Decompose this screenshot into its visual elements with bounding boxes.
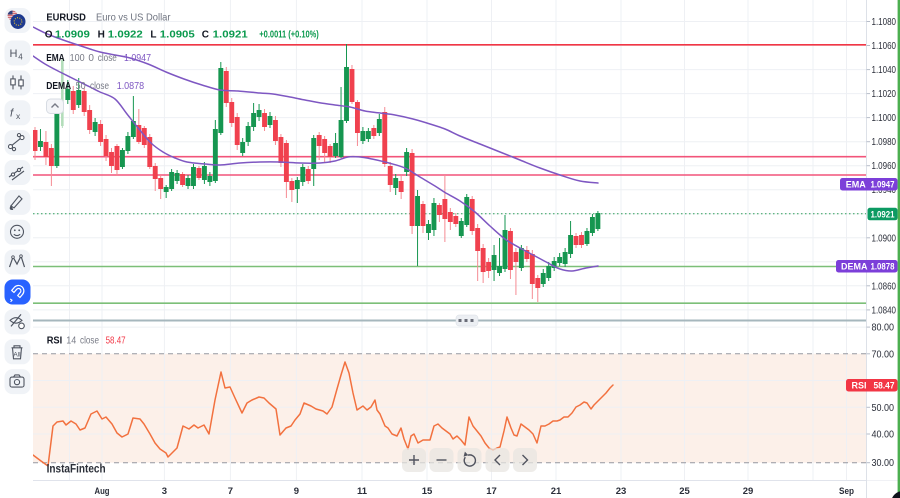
svg-text:DEMA: DEMA bbox=[841, 262, 868, 272]
svg-text:1.0921: 1.0921 bbox=[871, 209, 895, 219]
svg-text:+0.0011 (+0.10%): +0.0011 (+0.10%) bbox=[259, 30, 319, 41]
svg-text:L: L bbox=[150, 30, 156, 41]
svg-text:RSI: RSI bbox=[852, 381, 867, 391]
svg-text:1.0947: 1.0947 bbox=[871, 180, 895, 190]
svg-text:1.0909: 1.0909 bbox=[55, 30, 90, 41]
svg-text:1.0980: 1.0980 bbox=[872, 137, 897, 148]
svg-text:H: H bbox=[98, 30, 105, 41]
svg-text:1.0905: 1.0905 bbox=[160, 30, 195, 41]
svg-text:1.1040: 1.1040 bbox=[872, 65, 897, 76]
svg-text:7: 7 bbox=[228, 486, 233, 497]
svg-text:29: 29 bbox=[743, 486, 754, 497]
svg-text:1.0878: 1.0878 bbox=[117, 80, 145, 92]
svg-text:1.1020: 1.1020 bbox=[872, 89, 897, 100]
svg-text:Euro vs US Dollar: Euro vs US Dollar bbox=[96, 12, 171, 24]
svg-text:1.0947: 1.0947 bbox=[124, 52, 151, 64]
svg-text:0: 0 bbox=[88, 53, 94, 64]
svg-text:All: All bbox=[13, 351, 21, 358]
svg-text:1.0900: 1.0900 bbox=[872, 233, 897, 244]
svg-text:1.0840: 1.0840 bbox=[872, 305, 897, 316]
svg-text:close: close bbox=[90, 81, 109, 92]
svg-text:17: 17 bbox=[486, 486, 497, 497]
svg-text:1.1080: 1.1080 bbox=[872, 17, 897, 28]
svg-text:1.0860: 1.0860 bbox=[872, 281, 897, 292]
svg-text:1.1060: 1.1060 bbox=[872, 41, 897, 52]
svg-text:1.0940: 1.0940 bbox=[872, 185, 897, 196]
svg-text:O: O bbox=[45, 30, 53, 41]
svg-text:40.00: 40.00 bbox=[872, 430, 895, 441]
svg-text:58.47: 58.47 bbox=[874, 381, 895, 391]
svg-text:21: 21 bbox=[551, 486, 562, 497]
svg-text:InstaFintech: InstaFintech bbox=[47, 462, 106, 476]
svg-text:Aug: Aug bbox=[95, 486, 110, 497]
svg-text:f: f bbox=[10, 107, 14, 119]
svg-text:80.00: 80.00 bbox=[872, 323, 895, 334]
svg-text:H: H bbox=[10, 48, 18, 60]
svg-text:15: 15 bbox=[422, 486, 433, 497]
svg-text:C: C bbox=[202, 30, 209, 41]
svg-text:23: 23 bbox=[616, 486, 627, 497]
svg-text:58.47: 58.47 bbox=[106, 335, 126, 347]
svg-text:close: close bbox=[98, 53, 117, 64]
svg-text:3: 3 bbox=[162, 486, 167, 497]
svg-text:14: 14 bbox=[66, 336, 76, 347]
svg-text:11: 11 bbox=[357, 486, 368, 497]
svg-text:100: 100 bbox=[70, 53, 85, 64]
svg-text:1.0922: 1.0922 bbox=[108, 30, 143, 41]
svg-text:RSI: RSI bbox=[47, 336, 63, 347]
svg-text:70.00: 70.00 bbox=[872, 349, 895, 360]
svg-text:1.1000: 1.1000 bbox=[872, 113, 897, 124]
svg-text:30.00: 30.00 bbox=[872, 458, 895, 469]
svg-text:1.0921: 1.0921 bbox=[213, 30, 248, 41]
svg-text:1.0960: 1.0960 bbox=[872, 161, 897, 172]
svg-text:9: 9 bbox=[294, 486, 299, 497]
svg-text:50: 50 bbox=[76, 81, 86, 92]
svg-text:DEMA: DEMA bbox=[46, 81, 71, 92]
svg-text:1.0878: 1.0878 bbox=[871, 262, 895, 272]
svg-text:Sep: Sep bbox=[839, 486, 854, 497]
svg-text:4: 4 bbox=[18, 53, 23, 62]
svg-text:EURUSD: EURUSD bbox=[46, 12, 86, 24]
svg-text:x: x bbox=[16, 111, 21, 121]
svg-text:EMA: EMA bbox=[846, 180, 867, 190]
svg-text:50.00: 50.00 bbox=[872, 403, 895, 414]
svg-text:EMA: EMA bbox=[46, 53, 64, 64]
svg-text:close: close bbox=[80, 336, 99, 347]
svg-text:25: 25 bbox=[679, 486, 690, 497]
